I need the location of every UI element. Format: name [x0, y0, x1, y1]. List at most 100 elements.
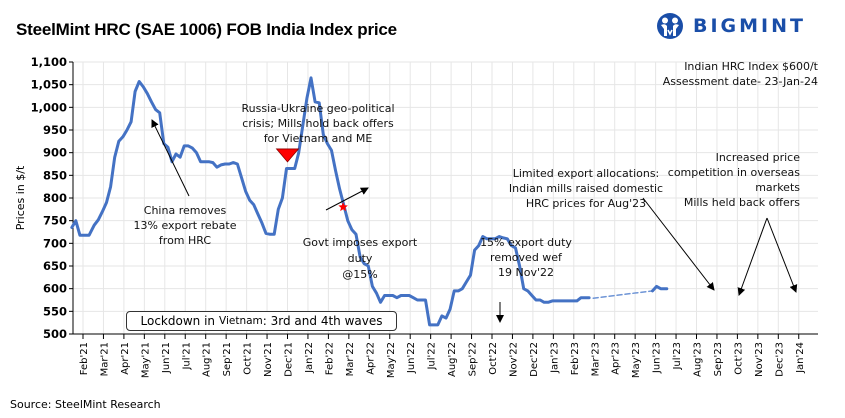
y-tick-label: 800: [43, 191, 67, 205]
y-tick-label: 700: [43, 236, 67, 250]
x-tick-label: Mar'23: [590, 342, 601, 376]
series-line-2: [651, 284, 669, 293]
x-tick-label: Mar'21: [99, 342, 110, 376]
annotation-line: Russia-Ukraine geo-political: [241, 102, 394, 115]
annotation-line: 15% export duty: [480, 236, 572, 249]
annotation-line: for Vietnam and ME: [264, 132, 373, 145]
series-lines: [70, 76, 669, 327]
people-logo-icon: [657, 13, 683, 39]
x-tick-label: Sep'22: [468, 342, 479, 376]
annotation-line: from HRC: [159, 234, 211, 247]
y-tick-label: 950: [43, 123, 67, 137]
x-tick-label: Mar'22: [345, 342, 356, 376]
x-tick-label: Aug'21: [202, 342, 213, 377]
y-tick-label: 650: [43, 259, 67, 273]
markers: [275, 148, 348, 212]
x-tick-label: May'23: [631, 342, 642, 378]
red-star-marker: [338, 202, 348, 212]
annotation-arrow: [737, 217, 768, 296]
series-line-0: [70, 76, 591, 327]
logo-text: BIGMINT: [693, 15, 806, 37]
x-tick-label: Jun'22: [406, 342, 417, 374]
lockdown-annotation-box: Lockdown in Vietnam: 3rd and 4th waves: [126, 311, 397, 331]
annotation-arrow: [642, 197, 715, 291]
y-tick-label: 850: [43, 168, 67, 182]
y-tick-label: 1,000: [31, 100, 67, 114]
annotation-arrow: [325, 187, 369, 211]
x-tick-label: Aug'22: [447, 342, 458, 377]
x-tick-label: Oct'21: [243, 342, 254, 375]
y-tick-label: 550: [43, 304, 67, 318]
chart-title: SteelMint HRC (SAE 1006) FOB India Index…: [16, 20, 397, 39]
x-tick-label: Dec'21: [284, 342, 295, 377]
source-note: Source: SteelMint Research: [10, 398, 161, 411]
x-tick-label: Feb'21: [79, 342, 90, 375]
y-tick-label: 900: [43, 146, 67, 160]
grid-lines: [73, 61, 818, 334]
annotation-line: crisis; Mills hold back offers: [242, 117, 394, 130]
x-tick-label: Apr'23: [611, 342, 622, 375]
bigmint-logo: BIGMINT: [655, 12, 806, 40]
x-tick-label: Dec'22: [529, 342, 540, 377]
series-line-1: [592, 290, 654, 299]
x-tick-label: Feb'22: [324, 342, 335, 375]
x-tick-label: Nov'21: [263, 342, 274, 377]
annotation-govt: Govt imposes export duty @15%: [303, 236, 418, 281]
y-axis-title: Prices in $/t: [14, 165, 27, 230]
x-tick-label: Oct'23: [733, 342, 744, 375]
y-tick-label: 600: [43, 282, 67, 296]
x-tick-label: Aug'23: [693, 342, 704, 377]
x-tick-label: Jul'23: [672, 342, 683, 371]
annotation-line: 19 Nov'22: [498, 266, 554, 279]
x-tick-label: May'22: [386, 342, 397, 378]
x-tick-label: Sep'21: [222, 342, 233, 376]
x-tick-label: Feb'23: [570, 342, 581, 375]
info-assessment-date: Assessment date- 23-Jan-24: [663, 75, 818, 88]
x-tick-label: Jun'23: [652, 342, 663, 374]
red-triangle-marker: [275, 148, 300, 163]
annotation-duty-removed: 15% export duty removed wef 19 Nov'22: [480, 236, 572, 279]
annotation-line: markets: [755, 181, 800, 194]
y-tick-label: 1,100: [31, 55, 67, 69]
annotation-line: HRC prices for Aug'23: [526, 197, 646, 210]
y-tick-label: 750: [43, 214, 67, 228]
x-tick-label: Apr'21: [120, 342, 131, 375]
x-tick-label: Jan'24: [795, 342, 806, 374]
annotation-line: Increased price: [716, 151, 801, 164]
annotation-line: competition in overseas: [668, 166, 800, 179]
x-tick-label: Oct'22: [488, 342, 499, 375]
annotation-line: 13% export rebate: [134, 219, 237, 232]
x-tick-label: Nov'23: [754, 342, 765, 377]
y-tick-label: 1,050: [31, 78, 67, 92]
x-tick-label: Jun'21: [161, 342, 172, 374]
y-tick-label: 500: [43, 327, 67, 341]
annotation-line: Govt imposes export: [303, 236, 418, 249]
annotation-arrow: [766, 217, 798, 293]
y-axis: 500 550 600 650 700 750 800 850 900 950 1,000 1,050…: [31, 55, 74, 341]
annotation-line: duty: [348, 252, 373, 265]
x-tick-label: Jan'23: [549, 342, 560, 374]
x-tick-label: May'21: [140, 342, 151, 378]
annotation-line: removed wef: [490, 251, 563, 264]
lockdown-text-1: Lockdown in: [140, 314, 216, 328]
x-tick-label: Jan'22: [304, 342, 315, 374]
annotation-competition: Increased price competition in overseas ma…: [668, 151, 800, 209]
annotation-limited: Limited export allocations: Indian mills …: [509, 167, 663, 210]
annotation-russia: Russia-Ukraine geo-political crisis; Mill…: [241, 102, 394, 145]
lockdown-text-3: : 3rd and 4th waves: [262, 314, 383, 328]
info-index-label: Indian HRC Index $600/t: [684, 60, 818, 73]
annotation-line: Mills held back offers: [684, 196, 800, 209]
annotation-line: Indian mills raised domestic: [509, 182, 663, 195]
annotation-line: China removes: [144, 204, 227, 217]
x-tick-label: Sep'23: [713, 342, 724, 376]
annotation-line: @15%: [342, 268, 377, 281]
annotation-line: Limited export allocations:: [513, 167, 660, 180]
x-tick-label: Apr'22: [365, 342, 376, 375]
annotation-arrow: [151, 119, 190, 197]
annotations: China removes 13% export rebate from HRC Ru…: [134, 102, 800, 323]
x-tick-label: Dec'23: [774, 342, 785, 377]
x-tick-label: Nov'22: [508, 342, 519, 377]
x-axis: Feb'21 Mar'21 Apr'21 May'21 Jun'21 Jul'21 Aug'…: [73, 333, 818, 378]
x-tick-label: Jul'21: [181, 342, 192, 371]
